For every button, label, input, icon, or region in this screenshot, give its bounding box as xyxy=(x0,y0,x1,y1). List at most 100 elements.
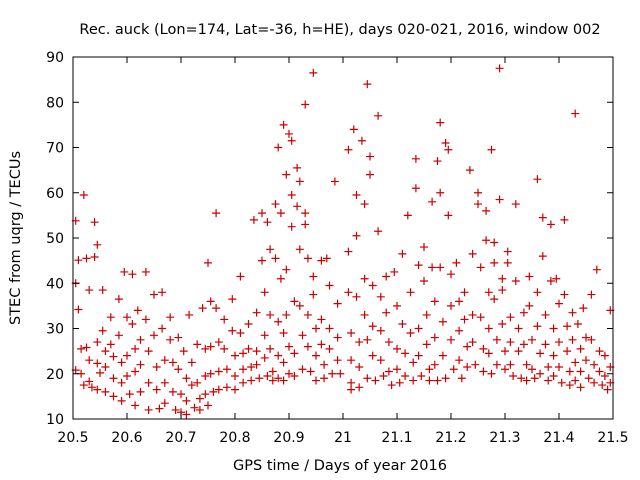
data-point xyxy=(309,272,318,281)
y-axis-label: STEC from uqrg / TECUs xyxy=(8,151,24,325)
data-point xyxy=(538,213,547,222)
data-point xyxy=(525,272,534,281)
data-point xyxy=(152,385,161,394)
y-tick-label: 70 xyxy=(46,141,64,157)
data-point xyxy=(244,344,253,353)
data-point xyxy=(368,322,377,331)
data-point xyxy=(584,374,593,383)
chart-title: Rec. auck (Lon=174, Lat=-36, h=HE), days… xyxy=(79,22,600,38)
data-point xyxy=(239,378,248,387)
data-point xyxy=(441,138,450,147)
data-point xyxy=(222,365,231,374)
data-point xyxy=(285,369,293,378)
data-point xyxy=(131,344,140,353)
data-point xyxy=(317,315,326,324)
data-point xyxy=(282,265,291,274)
data-point xyxy=(549,351,558,360)
data-point xyxy=(133,306,142,315)
data-point xyxy=(174,333,183,342)
data-point xyxy=(479,344,488,353)
data-point xyxy=(474,200,482,209)
data-point xyxy=(247,376,256,385)
data-point xyxy=(571,109,580,118)
data-point xyxy=(582,333,590,342)
data-point xyxy=(303,342,312,351)
data-point xyxy=(568,335,577,344)
data-point xyxy=(428,263,437,272)
data-point xyxy=(320,360,329,369)
data-point xyxy=(182,410,191,419)
data-point xyxy=(468,310,477,319)
data-point xyxy=(276,209,285,218)
data-point xyxy=(317,340,326,349)
data-point xyxy=(425,376,434,385)
data-point xyxy=(393,301,401,310)
data-point xyxy=(363,80,372,89)
data-point xyxy=(484,288,493,297)
data-point xyxy=(465,166,474,175)
data-point xyxy=(452,258,461,267)
data-point xyxy=(285,129,293,138)
data-point xyxy=(565,381,574,390)
x-tick-label: 21.4 xyxy=(543,430,574,446)
data-point xyxy=(487,145,496,154)
data-point xyxy=(579,304,588,313)
data-point xyxy=(209,387,218,396)
data-point xyxy=(74,305,83,314)
data-point xyxy=(141,267,150,276)
data-point xyxy=(398,249,407,258)
y-tick-label: 30 xyxy=(46,322,64,338)
data-point xyxy=(476,263,485,272)
data-point xyxy=(344,247,353,256)
data-point xyxy=(255,374,264,383)
data-point xyxy=(198,304,207,313)
data-point xyxy=(349,125,358,134)
data-point xyxy=(463,362,472,371)
data-point xyxy=(582,356,590,365)
data-point xyxy=(201,390,210,399)
x-tick-label: 21.5 xyxy=(597,430,628,446)
data-point xyxy=(150,331,158,340)
data-point xyxy=(295,177,304,186)
data-point xyxy=(384,367,393,376)
data-point xyxy=(457,374,466,383)
data-point xyxy=(436,118,445,127)
data-point xyxy=(398,319,407,328)
data-point xyxy=(498,286,507,295)
data-point xyxy=(555,299,563,308)
data-point xyxy=(82,343,91,352)
data-point xyxy=(393,365,401,374)
data-point xyxy=(114,295,123,304)
data-point xyxy=(101,347,110,356)
data-point xyxy=(563,322,572,331)
data-point xyxy=(576,383,585,392)
data-point xyxy=(463,342,472,351)
data-point xyxy=(93,240,102,249)
data-point xyxy=(309,290,318,299)
data-point xyxy=(366,170,374,179)
data-point xyxy=(171,405,180,414)
data-point xyxy=(468,249,477,258)
data-point xyxy=(258,209,266,218)
data-point xyxy=(274,317,283,326)
data-point xyxy=(160,399,169,408)
data-point xyxy=(355,383,364,392)
data-point xyxy=(336,369,345,378)
data-point xyxy=(344,288,353,297)
data-point xyxy=(195,394,204,403)
data-point xyxy=(555,362,563,371)
data-point xyxy=(490,295,499,304)
data-point xyxy=(352,231,361,240)
data-point xyxy=(379,372,388,381)
data-point xyxy=(571,376,580,385)
data-point xyxy=(190,403,199,412)
data-point xyxy=(101,387,110,396)
data-point xyxy=(395,378,404,387)
data-point xyxy=(479,367,488,376)
data-point xyxy=(160,378,169,387)
data-point xyxy=(484,349,493,358)
data-point xyxy=(274,143,283,152)
data-point xyxy=(93,359,102,368)
data-point xyxy=(503,247,512,256)
data-point xyxy=(260,331,269,340)
